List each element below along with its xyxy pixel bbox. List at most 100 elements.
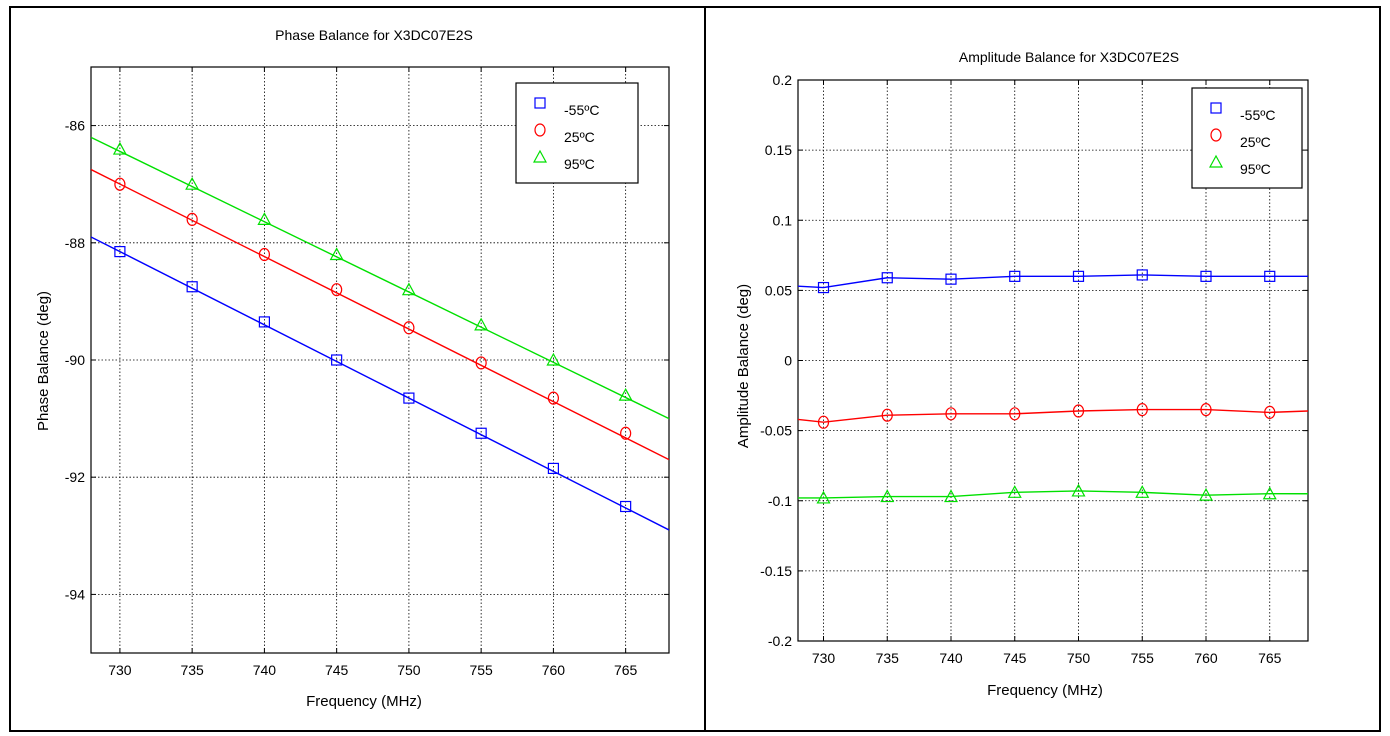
phase-series-0-point <box>186 281 198 293</box>
amplitude-ytick-label: 0 <box>784 353 792 369</box>
amplitude-series-2-point <box>1198 487 1214 501</box>
amplitude-ytick-label: 0.15 <box>765 142 792 158</box>
phase-series-0-point <box>475 427 487 439</box>
amplitude-series-0-point <box>1136 269 1148 281</box>
phase-ytick-label: -86 <box>65 118 85 134</box>
amplitude-series-1-point <box>945 407 957 421</box>
amplitude-series-0-point <box>1009 270 1021 282</box>
amplitude-series-0-point <box>817 281 830 294</box>
amplitude-series-0-point <box>1200 270 1212 282</box>
amplitude-legend <box>1191 87 1303 189</box>
phase-legend-label: 25ºC <box>564 129 595 145</box>
amplitude-legend-marker <box>1210 102 1222 114</box>
amplitude-series-2-point <box>880 489 895 503</box>
phase-ytick-label: -88 <box>65 235 85 251</box>
phase-xtick-label: 740 <box>253 662 277 678</box>
phase-series-1-point <box>186 212 198 226</box>
amplitude-xtick-label: 760 <box>1194 650 1218 666</box>
amplitude-ytick-label: -0.2 <box>768 633 792 649</box>
amplitude-ytick-label: 0.1 <box>773 212 793 228</box>
phase-legend-marker <box>534 97 546 109</box>
amplitude-legend-label: 25ºC <box>1240 134 1271 150</box>
phase-chart-title: Phase Balance for X3DC07E2S <box>275 27 473 43</box>
phase-series-1-point <box>331 283 343 297</box>
amplitude-series-1-point <box>1136 402 1148 417</box>
panel-divider <box>704 6 706 732</box>
amplitude-legend-label: -55ºC <box>1240 107 1275 123</box>
phase-series-0-point <box>547 462 560 475</box>
phase-xtick-label: 750 <box>397 662 421 678</box>
amplitude-series-0-point <box>1264 270 1276 282</box>
phase-series-1-point <box>114 177 126 191</box>
phase-series-2-point <box>329 247 344 261</box>
amplitude-ytick-label: -0.1 <box>768 493 792 509</box>
phase-legend-label: 95ºC <box>564 156 595 172</box>
phase-series-2-point <box>401 282 416 296</box>
phase-series-1-point <box>620 426 632 440</box>
amplitude-chart-title: Amplitude Balance for X3DC07E2S <box>959 49 1179 65</box>
amplitude-chart-xlabel: Frequency (MHz) <box>987 682 1103 699</box>
phase-series-2-point <box>474 317 489 331</box>
phase-xtick-label: 730 <box>108 662 132 678</box>
amplitude-series-0-point <box>1072 270 1085 282</box>
amplitude-xtick-label: 730 <box>812 650 836 666</box>
phase-series-2-point <box>112 141 127 155</box>
amplitude-xtick-label: 740 <box>939 650 963 666</box>
phase-series-0-point <box>620 500 632 513</box>
phase-ytick-label: -90 <box>65 352 85 368</box>
amplitude-series-2-point <box>1262 486 1277 500</box>
amplitude-xtick-label: 735 <box>876 650 900 666</box>
phase-series-1-point <box>258 247 270 262</box>
amplitude-xtick-label: 765 <box>1258 650 1282 666</box>
amplitude-xtick-label: 750 <box>1067 650 1091 666</box>
amplitude-series-0-line <box>798 274 1308 289</box>
amplitude-legend-label: 95ºC <box>1240 161 1271 177</box>
phase-chart-xlabel: Frequency (MHz) <box>306 693 422 710</box>
amplitude-ytick-label: 0.2 <box>773 72 793 88</box>
phase-xtick-label: 745 <box>325 662 349 678</box>
amplitude-series-1-point <box>881 408 893 422</box>
amplitude-series-2-point <box>816 490 831 504</box>
amplitude-xtick-label: 755 <box>1131 650 1155 666</box>
amplitude-ytick-label: -0.05 <box>760 423 792 439</box>
phase-ytick-label: -94 <box>65 586 85 602</box>
phase-series-0-point <box>331 354 343 366</box>
amplitude-series-2-point <box>1007 485 1022 498</box>
phase-ytick-label: -92 <box>65 469 85 485</box>
amplitude-legend-marker <box>1208 154 1224 168</box>
amplitude-legend-marker <box>1210 128 1222 142</box>
phase-xtick-label: 755 <box>469 662 493 678</box>
amplitude-series-1-point <box>1072 404 1085 418</box>
phase-series-0-point <box>114 245 126 258</box>
phase-chart-ylabel: Phase Balance (deg) <box>35 291 52 431</box>
amplitude-series-2-line <box>798 490 1308 499</box>
phase-series-2-point <box>618 387 633 401</box>
phase-series-2-point <box>257 212 272 225</box>
phase-series-1-point <box>475 356 487 370</box>
phase-xtick-label: 735 <box>180 662 204 678</box>
amplitude-series-0-point <box>881 272 893 284</box>
phase-series-2-point <box>185 176 200 190</box>
amplitude-series-1-line <box>798 408 1308 423</box>
phase-series-0-point <box>258 316 270 328</box>
amplitude-series-1-point <box>1200 402 1212 417</box>
phase-series-2-point <box>546 352 561 366</box>
phase-legend-marker <box>532 149 548 163</box>
amplitude-ytick-label: -0.15 <box>760 563 792 579</box>
amplitude-xtick-label: 745 <box>1003 650 1027 666</box>
amplitude-series-1-point <box>1009 407 1021 421</box>
phase-series-1-point <box>403 321 415 335</box>
amplitude-series-2-point <box>1135 485 1150 498</box>
phase-series-0-point <box>403 392 415 404</box>
amplitude-chart-ylabel: Amplitude Balance (deg) <box>735 284 752 448</box>
amplitude-series-1-point <box>1264 405 1276 419</box>
amplitude-ytick-label: 0.05 <box>765 282 792 298</box>
phase-legend-marker <box>534 123 546 137</box>
amplitude-series-2-point <box>1071 483 1086 497</box>
phase-series-1-point <box>547 391 560 405</box>
phase-legend-label: -55ºC <box>564 102 599 118</box>
figure-frame <box>9 6 1381 732</box>
phase-xtick-label: 765 <box>614 662 638 678</box>
phase-series-2-line <box>91 136 669 420</box>
